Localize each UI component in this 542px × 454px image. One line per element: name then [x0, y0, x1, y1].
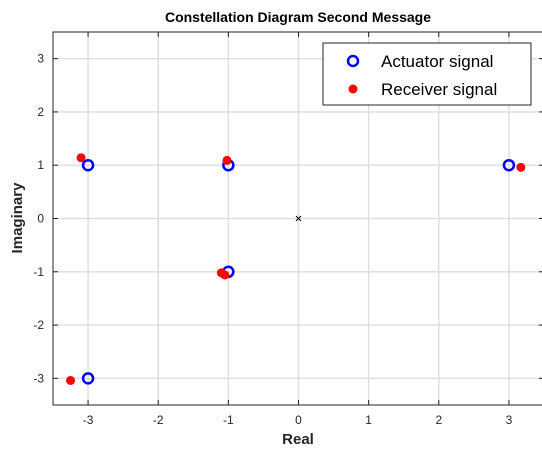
- x-axis-label: Real: [282, 431, 314, 448]
- y-tick-label: 2: [37, 105, 44, 119]
- receiver-point: [76, 153, 86, 163]
- x-tick-label: 3: [506, 413, 513, 427]
- x-tick-label: 2: [435, 413, 442, 427]
- x-tick-label: 1: [365, 413, 372, 427]
- y-tick-label: 3: [37, 52, 44, 66]
- legend-actuator-label: Actuator signal: [381, 52, 493, 71]
- receiver-point: [222, 155, 232, 165]
- x-tick-label: 0: [295, 413, 302, 427]
- grid: [53, 32, 542, 405]
- actuator-point: [81, 372, 95, 385]
- actuator-point: [502, 158, 516, 172]
- x-tick-label: -3: [83, 413, 94, 427]
- chart-title: Constellation Diagram Second Message: [165, 9, 431, 25]
- x-tick-label: -2: [153, 413, 164, 427]
- y-axis-label: Imaginary: [9, 182, 26, 254]
- origin-marker: [295, 215, 302, 222]
- data-marks: [66, 153, 526, 385]
- series-1: [66, 153, 526, 385]
- x-tick-labels: -3 -2 -1 0 1 2 3: [83, 413, 513, 427]
- legend-box: [322, 42, 532, 106]
- receiver-point: [66, 375, 76, 385]
- actuator-point: [81, 158, 95, 172]
- legend-actuator-marker: [346, 54, 360, 68]
- y-tick-label: 1: [37, 158, 44, 172]
- receiver-point: [220, 270, 230, 280]
- legend: Actuator signal Receiver signal: [322, 42, 532, 106]
- legend-receiver-label: Receiver signal: [381, 80, 497, 99]
- y-tick-labels: -3 -2 -1 0 1 2 3: [33, 52, 44, 386]
- y-tick-label: -2: [33, 318, 44, 332]
- y-tick-label: 0: [37, 212, 44, 226]
- x-tick-label: -1: [223, 413, 234, 427]
- plot-frame: [52, 31, 542, 406]
- legend-receiver-marker: [348, 84, 358, 94]
- y-tick-label: -1: [33, 265, 44, 279]
- y-tick-label: -3: [33, 371, 44, 385]
- receiver-point: [516, 162, 526, 172]
